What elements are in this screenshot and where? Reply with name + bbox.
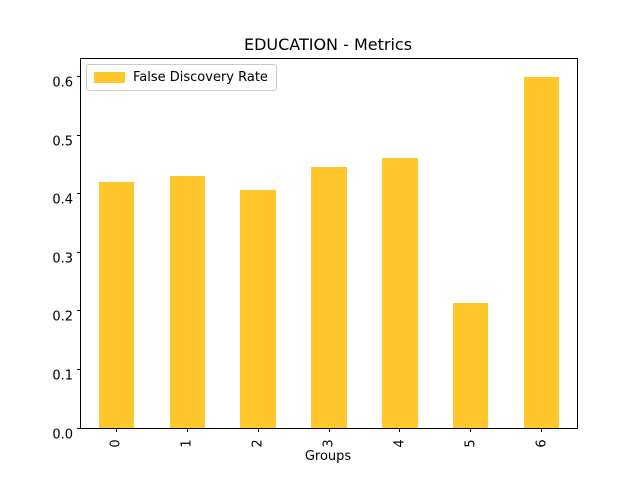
x-tick-label: 1 xyxy=(179,439,195,448)
y-tick-label: 0.4 xyxy=(52,192,73,208)
x-tick-mark xyxy=(399,428,401,432)
x-tick-label: 6 xyxy=(534,439,550,448)
y-tick-label: 0.6 xyxy=(52,75,73,91)
y-tick-label: 0.1 xyxy=(52,368,73,384)
x-tick-label: 3 xyxy=(321,439,337,448)
x-tick-mark xyxy=(470,428,472,432)
y-tick-mark xyxy=(77,368,81,370)
chart-title: EDUCATION - Metrics xyxy=(243,35,413,54)
y-tick-label: 0.0 xyxy=(52,427,73,442)
bar-group-1 xyxy=(169,176,205,428)
x-tick-label: 4 xyxy=(392,439,408,448)
bar-group-3 xyxy=(311,166,347,428)
legend-label: False Discovery Rate xyxy=(133,70,268,85)
y-tick-mark xyxy=(77,134,81,136)
y-tick-label: 0.5 xyxy=(52,134,73,150)
bar-group-5 xyxy=(453,302,489,428)
legend: False Discovery Rate xyxy=(86,64,277,91)
y-tick-mark xyxy=(77,310,81,312)
bar-group-6 xyxy=(523,76,560,428)
y-tick-mark xyxy=(77,427,81,429)
bar-group-4 xyxy=(382,158,418,428)
x-tick-label: 0 xyxy=(108,439,124,448)
x-tick-mark xyxy=(115,428,117,432)
x-tick-mark xyxy=(328,428,330,432)
y-tick-label: 0.2 xyxy=(52,309,73,325)
x-tick-mark xyxy=(186,428,188,432)
x-axis-label: Groups xyxy=(304,449,352,464)
x-tick-mark xyxy=(541,428,543,432)
y-tick-mark xyxy=(77,193,81,195)
legend-item: False Discovery Rate xyxy=(94,70,268,85)
x-tick-mark xyxy=(257,428,259,432)
y-tick-mark xyxy=(77,251,81,253)
legend-swatch-icon xyxy=(94,72,125,83)
bar-group-0 xyxy=(98,182,135,428)
bar-group-2 xyxy=(240,189,276,428)
x-tick-label: 2 xyxy=(250,439,266,448)
y-tick-label: 0.3 xyxy=(52,251,73,267)
y-tick-mark xyxy=(77,76,81,78)
plot-area: False Discovery Rate 0 1 2 3 4 5 6 0.0 0.1 0.2 0.3… xyxy=(52,58,578,448)
x-tick-label: 5 xyxy=(463,439,479,448)
